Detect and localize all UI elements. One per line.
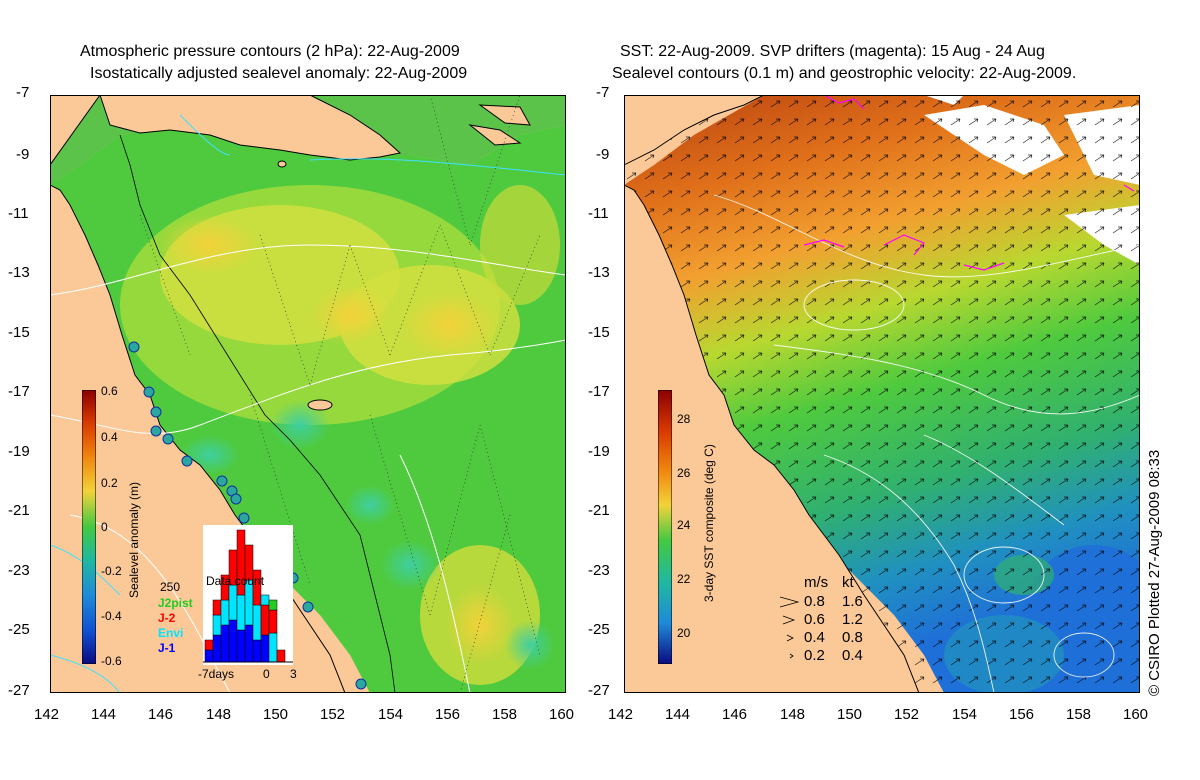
sst-tick-26: 26 [677, 466, 691, 480]
sla-tick-1: 0.4 [101, 430, 118, 444]
sla-tick-3: 0 [101, 520, 108, 534]
lat-tick: -25 [588, 621, 610, 638]
velocity-key-arrows [779, 596, 800, 659]
data-count-max: 250 [160, 580, 181, 594]
sla-colorbar-label: Sealevel anomaly (m) [127, 481, 141, 598]
sst-tick-24: 24 [677, 518, 691, 532]
legend-j2pist: J2pist [158, 596, 193, 610]
left-title-line1: Atmospheric pressure contours (2 hPa): 2… [80, 43, 460, 60]
sst-colorbar [658, 390, 672, 664]
right-title-line1: SST: 22-Aug-2009. SVP drifters (magenta)… [620, 43, 1045, 60]
data-count-title: Data count [206, 574, 265, 588]
lon-tick: 142 [34, 706, 60, 723]
sst-colorbar-label: 3-day SST composite (deg C) [702, 444, 716, 602]
lat-tick: -15 [588, 324, 610, 341]
legend-j2: J-2 [158, 611, 176, 625]
right-title-line2: Sealevel contours (0.1 m) and geostrophi… [612, 65, 1077, 82]
lat-tick: -11 [8, 205, 29, 222]
lat-tick: -27 [8, 682, 30, 699]
lon-tick: 152 [894, 706, 920, 723]
velocity-kt-0: 1.6 [842, 593, 863, 610]
sla-tick-6: -0.6 [101, 654, 122, 668]
left-title-line2: Isostatically adjusted sealevel anomaly:… [90, 65, 468, 82]
lon-tick: 146 [722, 706, 748, 723]
sealevel-anomaly-map [50, 95, 566, 693]
velocity-kt-1: 1.2 [842, 611, 863, 628]
legend-envi: Envi [158, 626, 184, 640]
velocity-ms-2: 0.4 [804, 629, 825, 646]
velocity-ms-1: 0.6 [804, 611, 825, 628]
lon-tick: 158 [492, 706, 518, 723]
lon-tick: 156 [435, 706, 461, 723]
velocity-kt-3: 0.4 [842, 647, 863, 664]
lat-tick: -27 [588, 682, 610, 699]
lat-tick: -19 [588, 443, 610, 460]
data-count-xtick-end: 3 [290, 667, 297, 681]
lon-tick: 144 [91, 706, 117, 723]
lon-tick: 156 [1009, 706, 1035, 723]
lat-tick: -11 [588, 205, 609, 222]
lon-tick: 148 [206, 706, 232, 723]
sla-tick-5: -0.4 [101, 609, 122, 623]
lat-tick: -13 [588, 264, 610, 281]
lon-tick: 150 [837, 706, 863, 723]
lon-tick: 144 [665, 706, 691, 723]
sla-tick-4: -0.2 [101, 564, 122, 578]
sst-tick-28: 28 [677, 412, 691, 426]
lat-tick: -23 [8, 562, 30, 579]
legend-j1: J-1 [158, 641, 176, 655]
velocity-ms-3: 0.2 [804, 647, 825, 664]
lat-tick: -15 [8, 324, 30, 341]
lon-tick: 158 [1066, 706, 1092, 723]
lon-tick: 152 [320, 706, 346, 723]
data-count-xtick-start: -7days [198, 667, 235, 681]
velocity-unit-ms: m/s [804, 574, 829, 591]
data-count-xtick-zero: 0 [263, 667, 270, 681]
lat-tick: -7 [596, 84, 610, 101]
lat-tick: -21 [588, 502, 610, 519]
lat-tick: -17 [8, 383, 30, 400]
lat-tick: -7 [16, 84, 30, 101]
sst-tick-20: 20 [677, 626, 691, 640]
velocity-ms-0: 0.8 [804, 593, 825, 610]
data-count-histogram [203, 525, 293, 665]
lon-tick: 148 [780, 706, 806, 723]
lon-tick: 160 [1123, 706, 1149, 723]
sla-colorbar [82, 390, 96, 664]
sla-tick-0: 0.6 [101, 384, 118, 398]
lon-tick: 150 [263, 706, 289, 723]
lon-tick: 146 [148, 706, 174, 723]
velocity-kt-2: 0.8 [842, 629, 863, 646]
lon-tick: 154 [952, 706, 978, 723]
lat-tick: -9 [596, 146, 610, 163]
csiro-credit: © CSIRO Plotted 27-Aug-2009 08:33 [1146, 449, 1163, 696]
lon-tick: 160 [549, 706, 575, 723]
lon-tick: 142 [608, 706, 634, 723]
lat-tick: -23 [588, 562, 610, 579]
lat-tick: -17 [588, 383, 610, 400]
lat-tick: -13 [8, 264, 30, 281]
lon-tick: 154 [378, 706, 404, 723]
lat-tick: -19 [8, 443, 30, 460]
sla-tick-2: 0.2 [101, 476, 118, 490]
lat-tick: -21 [8, 502, 30, 519]
lat-tick: -9 [16, 146, 30, 163]
lat-tick: -25 [8, 621, 30, 638]
sst-map [624, 95, 1140, 693]
velocity-unit-kt: kt [842, 574, 854, 591]
sst-tick-22: 22 [677, 572, 691, 586]
